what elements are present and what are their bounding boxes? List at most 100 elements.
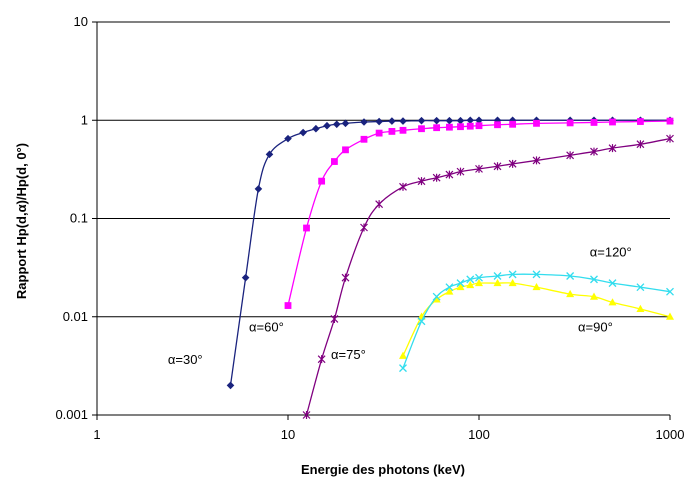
data-point (666, 117, 674, 125)
x-tick-label: 1 (93, 427, 100, 442)
y-axis-title: Rapport Hp(d,α)/Hp(d, 0°) (14, 143, 29, 299)
data-point (432, 116, 441, 125)
grid-lines (97, 21, 670, 318)
series-annotation: α=75° (331, 347, 366, 362)
data-point (433, 124, 441, 132)
data-point (360, 135, 368, 143)
series-annotation: α=60° (249, 319, 284, 334)
data-point (299, 128, 307, 137)
data-point (608, 279, 617, 288)
data-point (331, 158, 338, 165)
data-point (566, 151, 575, 160)
data-point (493, 162, 502, 171)
data-point (341, 273, 350, 282)
data-point (636, 283, 645, 292)
series-2 (284, 117, 674, 309)
series-annotation: α=90° (578, 319, 613, 334)
data-point (446, 123, 453, 131)
data-point (284, 134, 292, 143)
data-point (636, 304, 645, 312)
y-tick-label: 0.1 (70, 211, 88, 226)
series-line (402, 282, 671, 357)
data-point (456, 282, 465, 291)
data-point (375, 129, 383, 137)
data-point (332, 120, 341, 129)
data-point (589, 292, 598, 300)
data-point (508, 278, 517, 287)
data-point (302, 411, 311, 419)
data-point (637, 118, 644, 125)
data-point (609, 118, 616, 126)
data-point (284, 302, 292, 309)
data-point (666, 134, 674, 143)
data-point (445, 116, 454, 125)
data-point (432, 292, 441, 301)
series-line (305, 137, 671, 416)
data-point (475, 116, 483, 125)
data-point (493, 272, 502, 280)
data-point (312, 124, 320, 133)
data-point (532, 270, 541, 279)
data-point (399, 364, 407, 373)
data-point (342, 146, 349, 154)
data-point (445, 283, 454, 292)
data-point (608, 298, 617, 306)
data-point (475, 273, 483, 282)
data-point (432, 295, 441, 303)
data-point (590, 147, 598, 156)
data-point (590, 119, 598, 126)
data-point (493, 278, 502, 287)
data-point (318, 177, 326, 185)
data-point (566, 119, 574, 127)
data-point (341, 119, 350, 128)
data-point (445, 170, 454, 179)
data-point (608, 144, 617, 153)
data-point (432, 173, 441, 182)
data-point (388, 117, 396, 125)
data-point (475, 164, 483, 173)
data-point (466, 122, 474, 130)
labels: 0.001 0.01 0.1 1 10 1 10 100 1000 α=30° α=60° α=75°… (55, 14, 684, 442)
data-point (475, 278, 483, 287)
y-tick-label: 0.01 (63, 309, 88, 324)
data-point (317, 355, 326, 364)
x-axis-title: Energie des photons (keV) (301, 462, 465, 477)
data-point (330, 314, 339, 323)
series-3 (302, 134, 674, 419)
data-point (508, 159, 517, 168)
x-tick-label: 100 (468, 427, 490, 442)
data-point (666, 287, 674, 296)
data-point (323, 121, 331, 130)
data-point (417, 317, 426, 326)
data-point (418, 125, 425, 133)
data-point (466, 275, 475, 284)
y-tick-label: 0.001 (55, 407, 88, 422)
data-point (399, 126, 407, 134)
data-point (417, 177, 426, 186)
data-point (375, 117, 383, 126)
series-5 (399, 270, 674, 373)
data-point (532, 282, 541, 291)
x-tick-label: 10 (281, 427, 295, 442)
data-point (445, 287, 454, 295)
x-tick-label: 1000 (656, 427, 685, 442)
data-point (566, 289, 575, 298)
data-point (456, 279, 465, 288)
data-point (457, 123, 464, 131)
data-point (636, 140, 645, 149)
data-point (399, 182, 407, 191)
data-point (494, 121, 501, 129)
data-point (360, 223, 368, 232)
series-annotation: α=120° (590, 245, 632, 260)
data-point (466, 116, 475, 125)
data-point (226, 381, 235, 390)
data-point (303, 224, 310, 232)
data-point (241, 273, 250, 282)
data-point (360, 118, 368, 126)
data-point (508, 270, 517, 279)
series-4 (398, 278, 674, 359)
data-point (532, 156, 541, 165)
data-point (388, 128, 396, 135)
data-point (666, 312, 674, 320)
